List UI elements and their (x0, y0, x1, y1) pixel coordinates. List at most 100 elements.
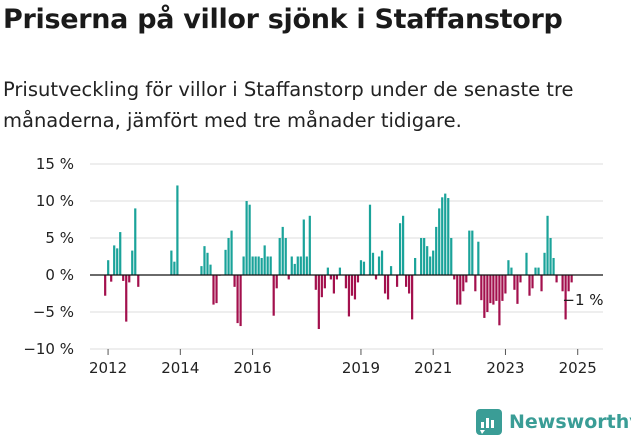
bar (200, 266, 203, 275)
bar (495, 275, 498, 301)
bar (549, 238, 552, 275)
brand-name: Newsworthy (509, 411, 631, 433)
bar (477, 241, 480, 275)
bar (462, 275, 465, 292)
bar (227, 238, 230, 275)
bar (447, 198, 450, 275)
bar (230, 230, 233, 275)
bar (504, 275, 507, 294)
x-tick-label: 2016 (233, 359, 271, 377)
bar (278, 238, 281, 275)
bar (362, 261, 366, 275)
bar (426, 246, 429, 275)
bar (471, 230, 474, 275)
bar (368, 204, 372, 275)
bar (534, 267, 537, 275)
newsworthy-brand[interactable]: Newsworthy (476, 407, 631, 437)
x-tick-label: 2023 (486, 359, 524, 377)
bar (275, 275, 278, 289)
bar (564, 275, 567, 320)
x-tick-label: 2012 (89, 359, 127, 377)
bar (423, 238, 426, 275)
newsworthy-logo-icon (476, 409, 502, 435)
bar (516, 275, 519, 304)
bar (474, 275, 477, 292)
bar (314, 275, 317, 290)
bar (215, 275, 218, 304)
bar (405, 275, 408, 287)
bar (281, 226, 284, 275)
bar (552, 257, 555, 275)
bar (408, 275, 411, 294)
bar (513, 275, 516, 290)
bar (411, 275, 414, 320)
bar (122, 275, 125, 281)
bar (489, 275, 492, 304)
y-axis-labels: −10 % −5 % 0 % 5 % 10 % 15 % (23, 155, 74, 358)
bar (435, 226, 438, 275)
bar (290, 256, 293, 275)
bar (263, 245, 266, 275)
bar (377, 256, 381, 275)
bar (323, 275, 326, 289)
bar (570, 275, 573, 283)
bar (444, 193, 447, 275)
bar (293, 263, 296, 275)
bar (356, 275, 360, 283)
bar (233, 275, 236, 287)
bar (486, 275, 489, 312)
page-subtitle: Prisutveckling för villor i Staffanstorp… (3, 78, 574, 132)
bar (170, 250, 173, 275)
bar (389, 266, 393, 275)
bar (245, 201, 248, 275)
bar (119, 232, 122, 275)
bar (386, 275, 390, 300)
bar (465, 275, 468, 283)
bar (206, 252, 209, 275)
bar (492, 275, 495, 305)
bar (212, 275, 215, 305)
bar (353, 275, 357, 300)
bar (302, 219, 305, 275)
x-tick-label: 2021 (414, 359, 452, 377)
bar (561, 275, 564, 292)
bar (338, 267, 342, 275)
bar (113, 245, 116, 275)
y-tick-label: 10 % (36, 192, 74, 210)
bar (329, 275, 332, 280)
bar (203, 246, 206, 275)
bar (438, 208, 441, 275)
y-tick-label: 5 % (45, 229, 74, 247)
bar (383, 275, 387, 294)
bar (305, 256, 308, 275)
page-title: Priserna på villor sjönk i Staffanstorp (3, 4, 563, 35)
bar-series (104, 185, 573, 330)
bar (450, 238, 453, 275)
bar (299, 256, 302, 275)
bar (420, 238, 423, 275)
bar (128, 275, 131, 283)
bar (519, 275, 522, 283)
bar (269, 256, 272, 275)
y-tick-label: −10 % (23, 340, 74, 358)
bar (308, 215, 311, 275)
x-axis: 2012 2014 2016 2019 2021 2023 2025 (89, 274, 603, 377)
x-tick-label: 2014 (161, 359, 199, 377)
bar (531, 275, 534, 289)
bar (254, 256, 257, 275)
bar (317, 275, 320, 330)
bar (459, 275, 462, 305)
bar (326, 267, 329, 275)
bar (567, 275, 570, 292)
bar (104, 275, 107, 296)
bar (432, 250, 435, 275)
bar (429, 256, 432, 275)
bar (546, 215, 549, 275)
bar (137, 275, 140, 287)
bar (414, 257, 417, 275)
bar (260, 257, 263, 275)
bar (332, 275, 335, 294)
bar (236, 275, 239, 324)
bar (107, 260, 110, 275)
